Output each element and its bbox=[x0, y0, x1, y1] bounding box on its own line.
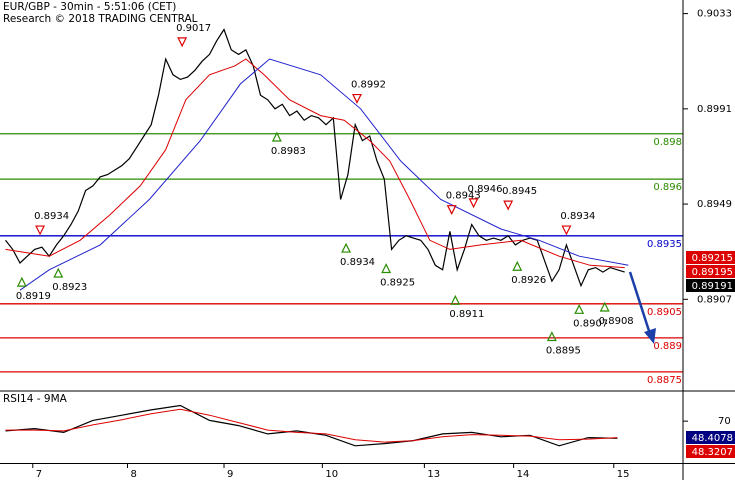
swing-label: 0.8992 bbox=[351, 80, 386, 91]
swing-label: 0.8946 bbox=[468, 184, 503, 195]
level-label: 0.889 bbox=[653, 341, 682, 352]
swing-high-marker bbox=[446, 205, 457, 216]
rsi-panel bbox=[5, 404, 618, 447]
swing-low-marker bbox=[381, 263, 392, 274]
swing-label: 0.8908 bbox=[599, 316, 634, 327]
swing-label: 0.8923 bbox=[52, 282, 87, 293]
price-tag bbox=[686, 279, 735, 292]
swing-low-marker bbox=[512, 260, 523, 271]
swing-label: 0.8983 bbox=[271, 146, 306, 157]
swing-low-marker bbox=[271, 131, 282, 142]
swing-label: 0.8895 bbox=[546, 346, 581, 357]
swing-label: 0.9017 bbox=[176, 23, 211, 34]
x-tick-label: 13 bbox=[427, 469, 440, 480]
swing-low-marker bbox=[546, 331, 557, 342]
swing-label: 0.8943 bbox=[446, 191, 481, 202]
price-tag bbox=[686, 251, 735, 264]
price-tag-label: 48.3207 bbox=[692, 447, 733, 458]
swing-high-marker bbox=[468, 198, 479, 209]
price-tag-label: 0.89191 bbox=[692, 281, 733, 292]
price-tag-label: 48.4078 bbox=[692, 433, 733, 444]
x-tick-label: 7 bbox=[36, 469, 42, 480]
projection-arrow bbox=[628, 271, 656, 344]
series-line bbox=[5, 408, 618, 443]
level-label: 0.8905 bbox=[647, 307, 682, 318]
y-tick-label: 0.8949 bbox=[697, 199, 732, 210]
price-tag bbox=[686, 431, 735, 444]
swing-label: 0.8925 bbox=[380, 277, 415, 288]
price-tag bbox=[686, 265, 735, 278]
y-tick-label: 0.8991 bbox=[697, 104, 732, 115]
level-label: 0.8875 bbox=[647, 375, 682, 386]
x-tick-label: 10 bbox=[325, 469, 338, 480]
swing-label: 0.8907 bbox=[573, 318, 608, 329]
swing-low-marker bbox=[16, 276, 27, 287]
x-tick-label: 15 bbox=[617, 469, 630, 480]
swing-high-marker bbox=[177, 37, 188, 48]
chart-title: EUR/GBP - 30min - 5:51:06 (CET) bbox=[3, 1, 176, 13]
price-tag-label: 0.89195 bbox=[692, 267, 733, 278]
swing-label: 0.8926 bbox=[511, 275, 546, 286]
chart-subtitle: Research © 2018 TRADING CENTRAL bbox=[3, 13, 198, 25]
series-line bbox=[5, 58, 625, 269]
swing-high-marker bbox=[35, 225, 46, 236]
x-tick-label: 8 bbox=[130, 469, 136, 480]
y-tick-label: 0.8907 bbox=[697, 294, 732, 305]
x-tick-label: 9 bbox=[227, 469, 233, 480]
price-tag-label: 0.89215 bbox=[692, 253, 733, 264]
swing-low-marker bbox=[574, 303, 585, 314]
y-tick-label: 0.9033 bbox=[697, 9, 732, 20]
swing-label: 0.8911 bbox=[449, 309, 484, 320]
price-panel: 0.8980.8960.89350.89050.8890.88750.89190… bbox=[0, 23, 683, 386]
swing-low-marker bbox=[341, 242, 352, 253]
swing-high-marker bbox=[352, 93, 362, 104]
level-label: 0.896 bbox=[653, 182, 682, 193]
swing-label: 0.8945 bbox=[502, 186, 537, 197]
swing-label: 0.8934 bbox=[34, 211, 69, 222]
swing-high-marker bbox=[561, 225, 572, 236]
swing-label: 0.8919 bbox=[16, 291, 51, 302]
price-tag bbox=[686, 445, 735, 458]
swing-label: 0.8934 bbox=[340, 257, 375, 268]
y-tick-label: 70 bbox=[718, 416, 731, 427]
swing-high-marker bbox=[503, 200, 514, 211]
axes: 0.9033 0.8991 0.8949 0.8907 0.89215 0.89195 0.… bbox=[32, 9, 735, 480]
rsi-title: RSI14 - 9MA bbox=[3, 393, 68, 405]
swing-low-marker bbox=[450, 294, 461, 305]
swing-low-marker bbox=[53, 267, 64, 278]
level-label: 0.8935 bbox=[647, 239, 682, 250]
swing-low-marker bbox=[599, 301, 610, 312]
swing-label: 0.8934 bbox=[560, 211, 595, 222]
x-tick-label: 14 bbox=[517, 469, 530, 480]
series-line bbox=[19, 58, 629, 291]
level-label: 0.898 bbox=[653, 137, 682, 148]
